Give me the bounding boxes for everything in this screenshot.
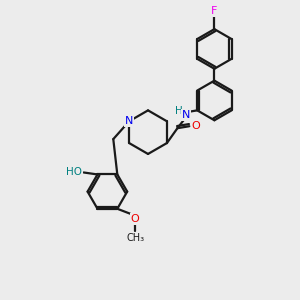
Text: F: F xyxy=(211,6,218,16)
Text: CH₃: CH₃ xyxy=(126,232,144,242)
Text: N: N xyxy=(125,116,133,126)
Text: HO: HO xyxy=(66,167,82,178)
Text: O: O xyxy=(131,214,140,224)
Text: N: N xyxy=(182,110,190,120)
Text: O: O xyxy=(192,121,201,131)
Text: H: H xyxy=(175,106,182,116)
